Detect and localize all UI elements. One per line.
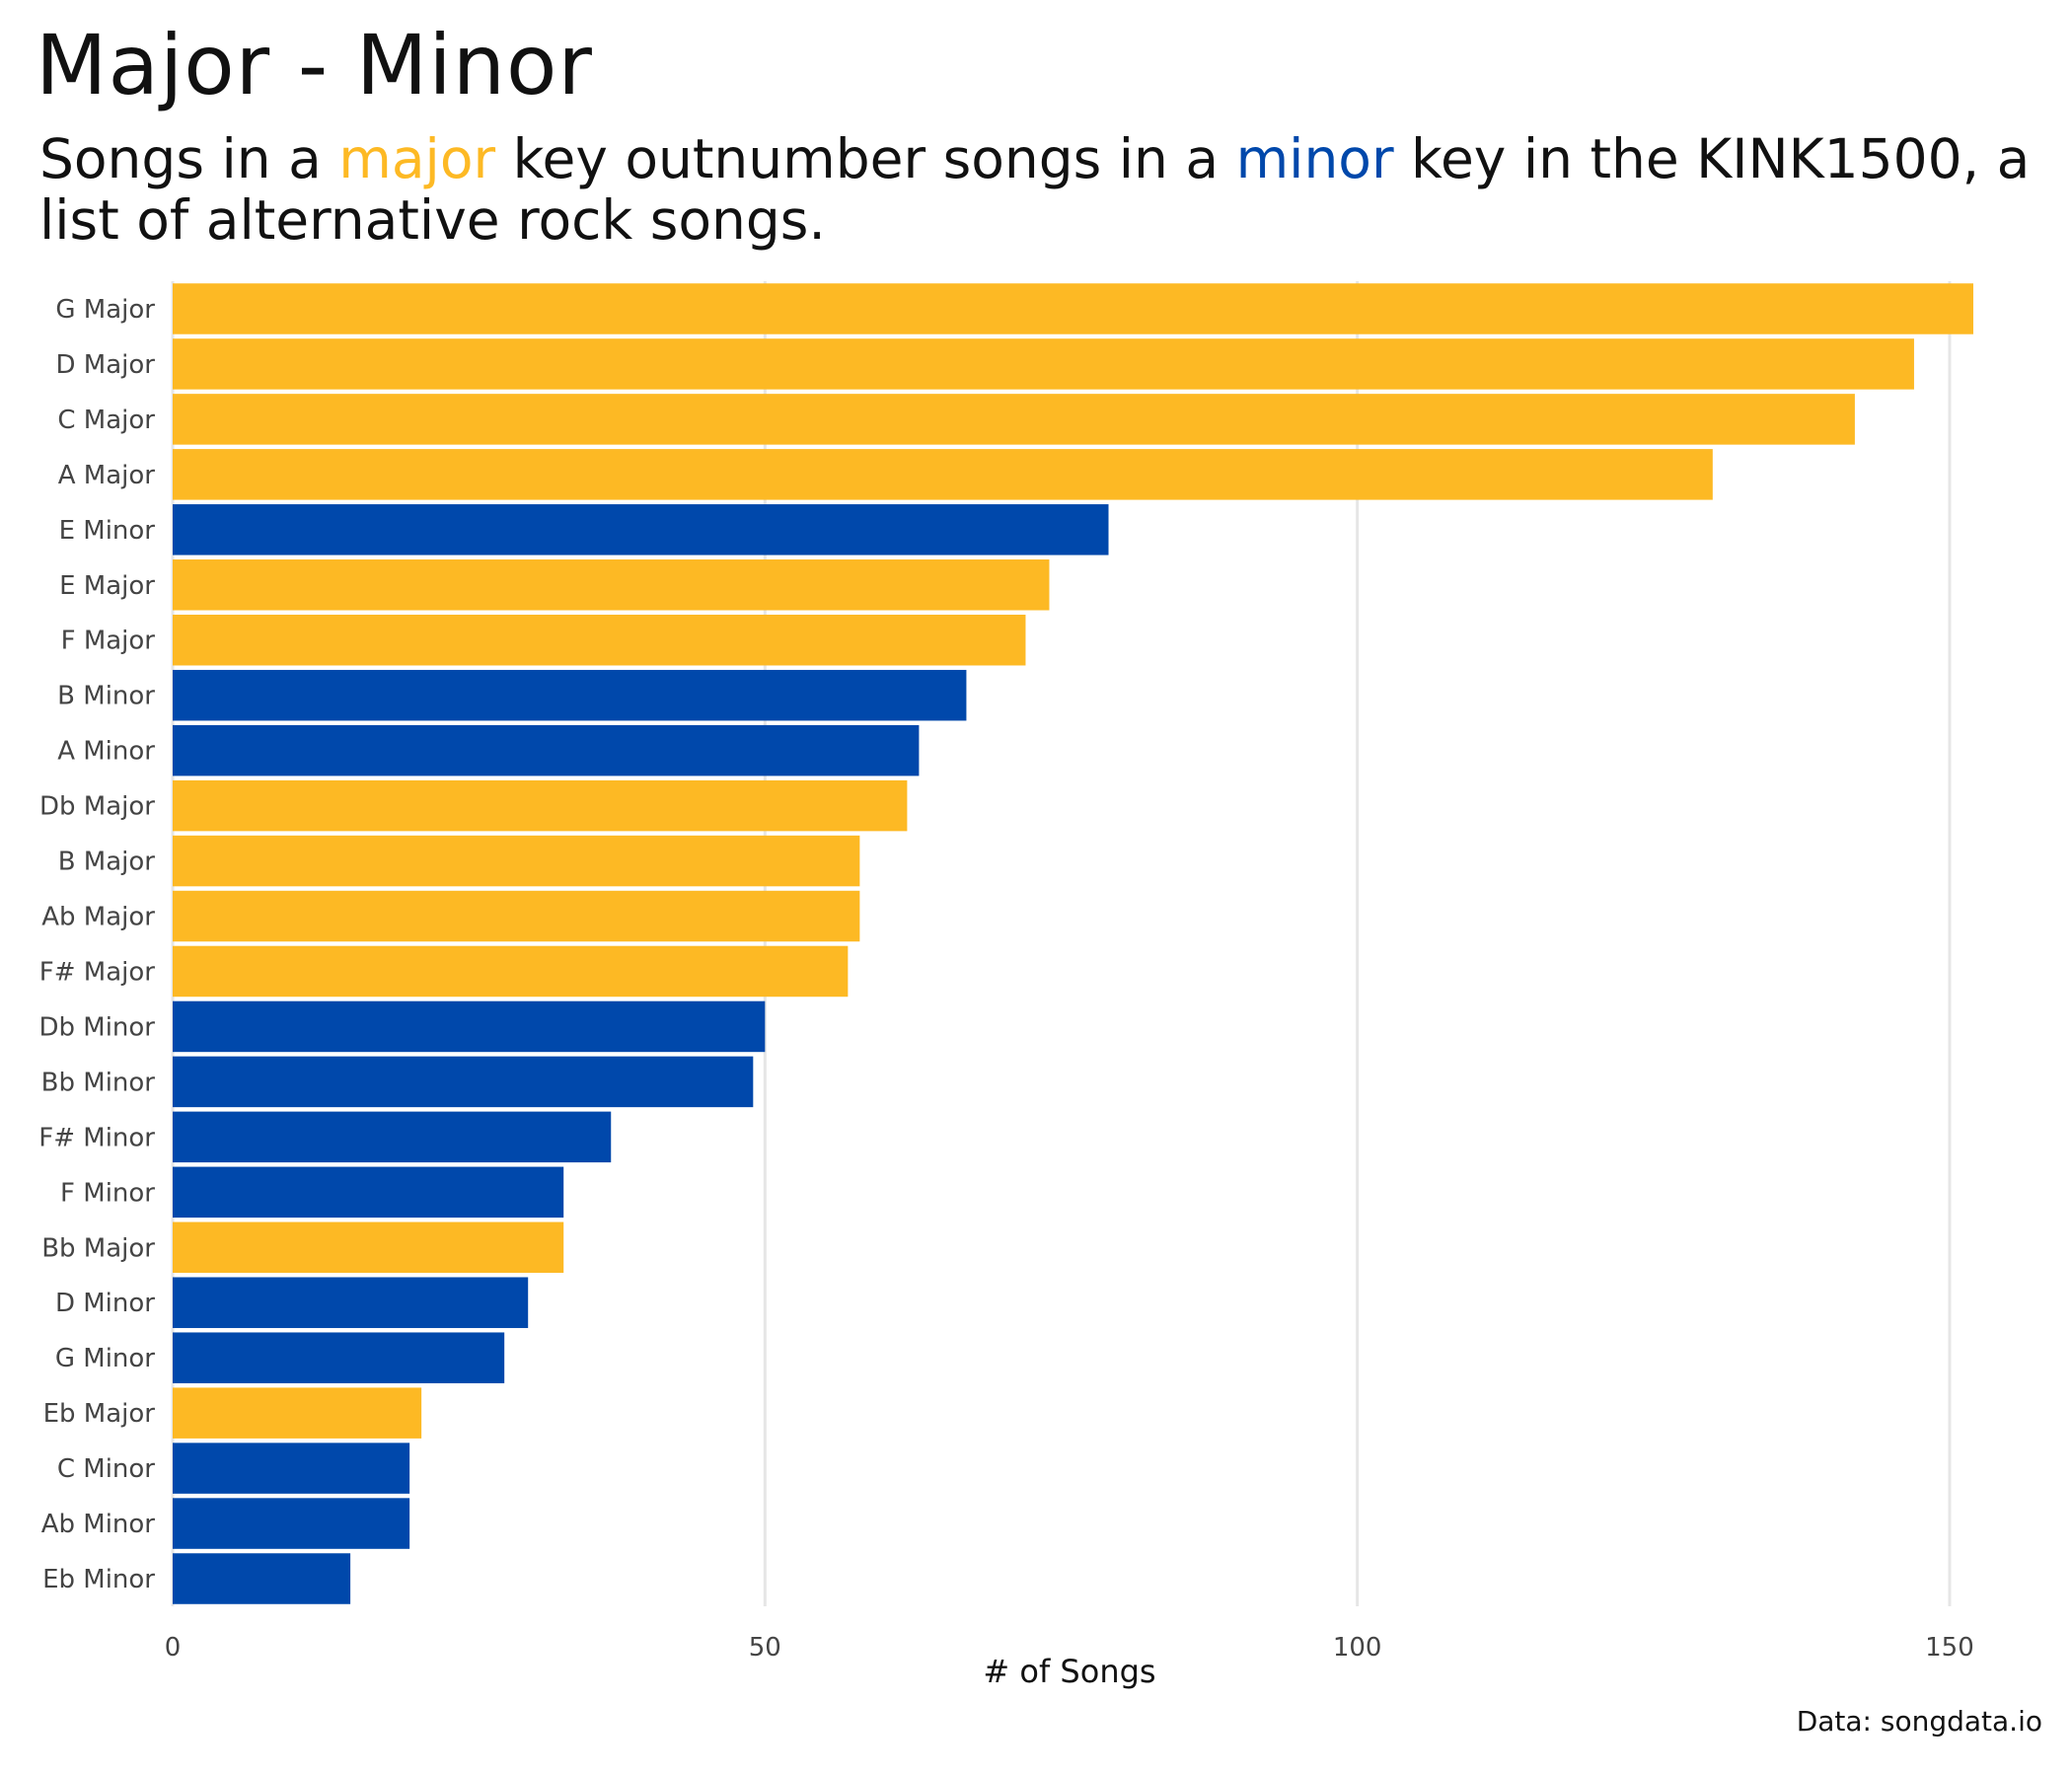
bar-bb-major bbox=[173, 1221, 564, 1274]
category-label: Ab Minor bbox=[41, 1510, 156, 1539]
bar-d-minor bbox=[173, 1277, 529, 1328]
x-tick-labels: 0 50 100 150 bbox=[165, 1633, 1974, 1663]
x-tick-label: 0 bbox=[165, 1633, 182, 1663]
category-label: D Major bbox=[56, 350, 156, 380]
chart-title: Major - Minor bbox=[36, 17, 593, 113]
bar-eb-major bbox=[173, 1387, 422, 1439]
bar-f-major bbox=[173, 614, 1026, 666]
category-label: Bb Minor bbox=[41, 1068, 156, 1097]
gridlines bbox=[171, 281, 1952, 1606]
category-label: D Minor bbox=[55, 1289, 155, 1318]
category-label: C Minor bbox=[57, 1454, 155, 1484]
bar-f-minor bbox=[173, 1166, 564, 1219]
category-label: Db Minor bbox=[38, 1012, 155, 1042]
category-label: F# Major bbox=[39, 957, 156, 987]
bar-f-sharp-major bbox=[173, 945, 849, 998]
bar-bb-minor bbox=[173, 1056, 754, 1108]
bar-b-minor bbox=[173, 669, 967, 721]
x-tick-label: 100 bbox=[1333, 1633, 1382, 1663]
chart-subtitle: Songs in a major key outnumber songs in … bbox=[39, 128, 2033, 251]
bar-e-minor bbox=[173, 504, 1109, 555]
category-labels: G Major D Major C Major A Major E Minor E Maj… bbox=[38, 295, 155, 1594]
category-label: G Major bbox=[55, 295, 155, 325]
category-label: G Minor bbox=[55, 1344, 155, 1373]
subtitle-text-1: Songs in a bbox=[39, 127, 339, 190]
bar-f-sharp-minor bbox=[173, 1111, 612, 1163]
bar-ab-major bbox=[173, 890, 860, 942]
category-label: F# Minor bbox=[38, 1123, 155, 1152]
bar-db-minor bbox=[173, 1000, 766, 1053]
subtitle-minor-word: minor bbox=[1235, 127, 1394, 190]
bar-a-major bbox=[173, 449, 1713, 500]
bar-ab-minor bbox=[173, 1498, 410, 1549]
category-label: F Minor bbox=[60, 1178, 155, 1208]
category-label: Db Major bbox=[39, 792, 155, 822]
category-label: E Major bbox=[59, 571, 155, 601]
bar-eb-minor bbox=[173, 1553, 351, 1604]
bar-d-major bbox=[173, 338, 1914, 390]
category-label: A Major bbox=[58, 461, 156, 490]
subtitle-major-word: major bbox=[338, 127, 496, 190]
category-label: Eb Minor bbox=[42, 1565, 155, 1594]
bar-c-minor bbox=[173, 1443, 410, 1494]
bars bbox=[173, 283, 1973, 1604]
bar-e-major bbox=[173, 559, 1050, 611]
bar-db-major bbox=[173, 779, 908, 832]
category-label: F Major bbox=[61, 627, 156, 656]
source-caption: Data: songdata.io bbox=[1796, 1705, 2042, 1738]
x-axis-title: # of Songs bbox=[983, 1653, 1155, 1690]
x-tick-label: 150 bbox=[1925, 1633, 1974, 1663]
category-label: Eb Major bbox=[43, 1399, 156, 1429]
category-label: B Minor bbox=[57, 682, 155, 711]
subtitle-text-3: key in the KINK1500, a list of alternati… bbox=[39, 127, 2031, 252]
category-label: Bb Major bbox=[41, 1233, 155, 1263]
category-label: E Minor bbox=[59, 516, 156, 546]
category-label: B Major bbox=[58, 848, 156, 877]
bar-c-major bbox=[173, 394, 1855, 445]
bar-b-major bbox=[173, 835, 860, 887]
x-tick-label: 50 bbox=[749, 1633, 781, 1663]
bar-g-minor bbox=[173, 1332, 505, 1383]
category-label: Ab Major bbox=[41, 903, 155, 932]
bar-g-major bbox=[173, 283, 1973, 334]
category-label: A Minor bbox=[57, 737, 155, 767]
subtitle-text-2: key outnumber songs in a bbox=[495, 127, 1236, 190]
category-label: C Major bbox=[57, 406, 155, 435]
bar-a-minor bbox=[173, 724, 920, 777]
